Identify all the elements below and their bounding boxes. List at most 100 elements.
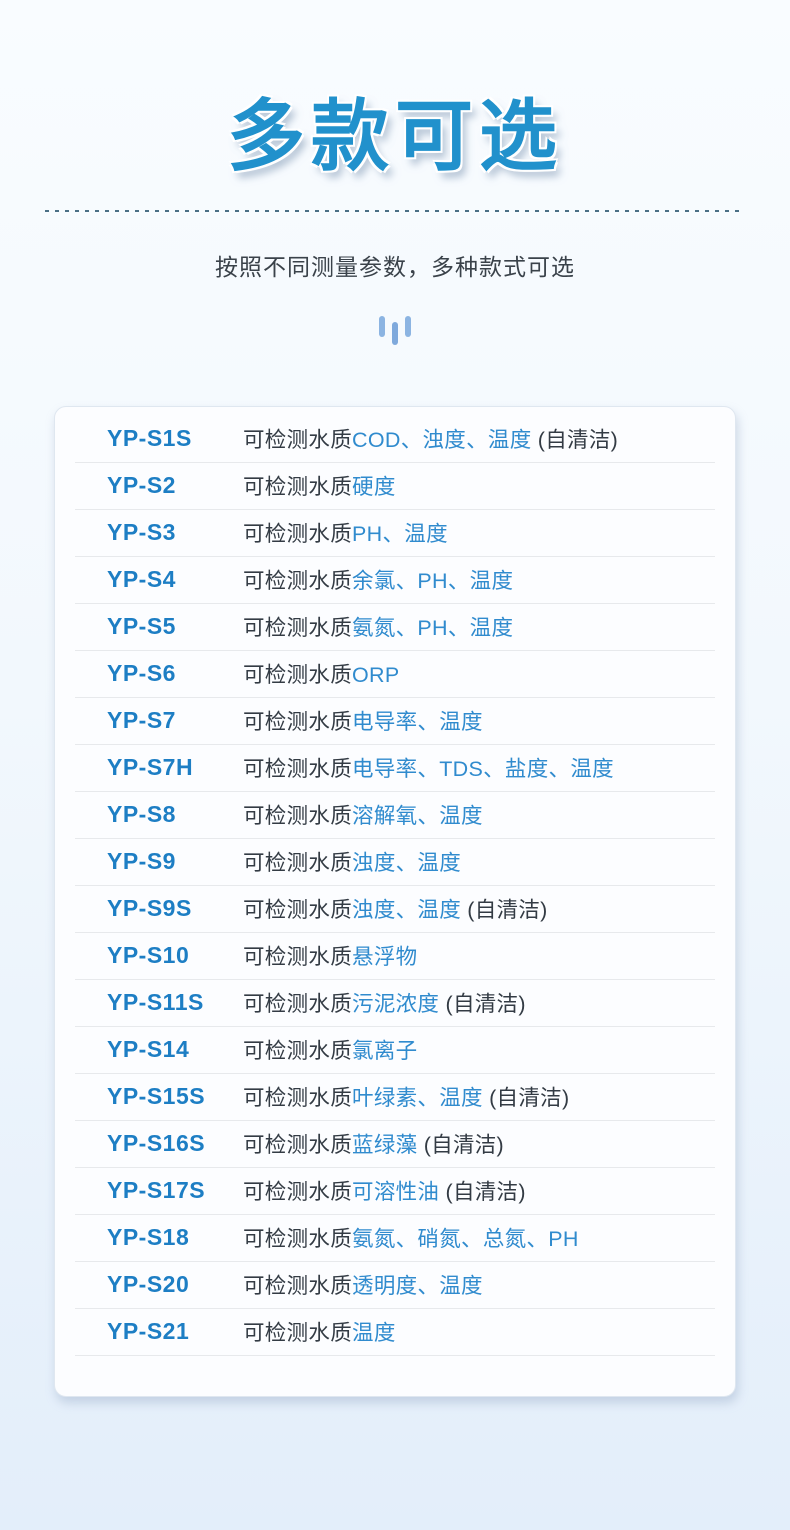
model-description: 可检测水质污泥浓度 (自清洁)	[243, 987, 526, 1018]
description-prefix: 可检测水质	[243, 851, 353, 875]
model-name: YP-S17S	[107, 1177, 206, 1203]
page-title: 多款可选	[226, 93, 563, 180]
table-row: YP-S3 可检测水质PH、温度	[75, 510, 715, 557]
model-name: YP-S11S	[107, 989, 204, 1015]
table-row: YP-S7 可检测水质电导率、温度	[75, 698, 715, 745]
model-name: YP-S3	[107, 519, 176, 545]
model-name: YP-S4	[107, 566, 176, 592]
model-name: YP-S7	[107, 707, 176, 733]
description-params: 余氯、PH、温度	[352, 569, 514, 593]
model-description: 可检测水质溶解氧、温度	[243, 799, 483, 830]
model-name: YP-S9S	[107, 895, 192, 921]
description-params: 浊度、温度	[352, 851, 462, 875]
description-params: 污泥浓度	[352, 992, 440, 1016]
model-name: YP-S6	[107, 660, 176, 686]
model-description: 可检测水质可溶性油 (自清洁)	[243, 1175, 526, 1206]
description-prefix: 可检测水质	[243, 898, 353, 922]
description-params: COD、浊度、温度	[352, 428, 532, 452]
table-row: YP-S20 可检测水质透明度、温度	[75, 1262, 715, 1309]
model-description: 可检测水质氨氮、硝氮、总氮、PH	[243, 1222, 579, 1253]
three-vertical-bars-icon	[0, 315, 790, 354]
model-name: YP-S18	[107, 1224, 190, 1250]
description-prefix: 可检测水质	[243, 710, 353, 734]
model-name: YP-S7H	[107, 754, 194, 780]
description-params: 电导率、温度	[352, 710, 483, 734]
model-table-card: YP-S1S 可检测水质COD、浊度、温度 (自清洁) YP-S2 可检测水质硬…	[54, 405, 736, 1397]
table-row: YP-S5 可检测水质氨氮、PH、温度	[75, 604, 715, 651]
description-suffix: (自清洁)	[439, 1180, 526, 1204]
model-name: YP-S20	[107, 1271, 190, 1297]
model-description: 可检测水质电导率、TDS、盐度、温度	[243, 752, 614, 783]
table-row: YP-S10 可检测水质悬浮物	[75, 933, 715, 980]
description-prefix: 可检测水质	[243, 616, 353, 640]
description-params: 氯离子	[352, 1039, 418, 1063]
model-name: YP-S9	[107, 848, 176, 874]
model-name: YP-S10	[107, 942, 190, 968]
description-prefix: 可检测水质	[243, 945, 353, 969]
model-description: 可检测水质COD、浊度、温度 (自清洁)	[243, 423, 618, 454]
model-description: 可检测水质蓝绿藻 (自清洁)	[243, 1128, 504, 1159]
model-name: YP-S2	[107, 472, 176, 498]
table-row: YP-S9 可检测水质浊度、温度	[75, 839, 715, 886]
model-description: 可检测水质PH、温度	[243, 517, 448, 548]
page-subtitle: 按照不同测量参数，多种款式可选	[215, 253, 575, 280]
description-params: 温度	[352, 1321, 396, 1345]
model-description: 可检测水质浊度、温度	[243, 846, 461, 877]
model-name: YP-S8	[107, 801, 176, 827]
description-params: 电导率、TDS、盐度、温度	[352, 757, 614, 781]
description-prefix: 可检测水质	[243, 804, 353, 828]
description-params: PH、温度	[352, 522, 448, 546]
description-params: 氨氮、硝氮、总氮、PH	[352, 1227, 579, 1251]
dashed-divider	[45, 209, 745, 212]
model-description: 可检测水质透明度、温度	[243, 1269, 483, 1300]
table-row: YP-S11S 可检测水质污泥浓度 (自清洁)	[75, 980, 715, 1027]
description-prefix: 可检测水质	[243, 1274, 353, 1298]
description-params: 透明度、温度	[352, 1274, 483, 1298]
description-prefix: 可检测水质	[243, 1039, 353, 1063]
description-params: 氨氮、PH、温度	[352, 616, 514, 640]
table-row: YP-S16S 可检测水质蓝绿藻 (自清洁)	[75, 1121, 715, 1168]
description-params: ORP	[352, 663, 400, 687]
description-prefix: 可检测水质	[243, 428, 353, 452]
model-name: YP-S1S	[107, 425, 192, 451]
description-prefix: 可检测水质	[243, 757, 353, 781]
bar-right	[405, 315, 411, 337]
model-description: 可检测水质氨氮、PH、温度	[243, 611, 513, 642]
description-params: 悬浮物	[352, 945, 418, 969]
model-name: YP-S14	[107, 1036, 190, 1062]
model-description: 可检测水质叶绿素、温度 (自清洁)	[243, 1081, 569, 1112]
table-row: YP-S2 可检测水质硬度	[75, 463, 715, 510]
description-suffix: (自清洁)	[482, 1086, 570, 1110]
description-params: 溶解氧、温度	[352, 804, 483, 828]
bar-middle	[392, 321, 398, 345]
table-row: YP-S4 可检测水质余氯、PH、温度	[75, 557, 715, 604]
model-name: YP-S5	[107, 613, 176, 639]
model-description: 可检测水质硬度	[243, 470, 396, 501]
description-prefix: 可检测水质	[243, 475, 353, 499]
model-description: 可检测水质ORP	[243, 658, 400, 689]
model-description: 可检测水质温度	[243, 1316, 396, 1347]
model-description: 可检测水质电导率、温度	[243, 705, 483, 736]
table-row: YP-S7H 可检测水质电导率、TDS、盐度、温度	[75, 745, 715, 792]
description-prefix: 可检测水质	[243, 569, 353, 593]
description-params: 蓝绿藻	[352, 1133, 418, 1157]
description-prefix: 可检测水质	[243, 522, 353, 546]
table-row: YP-S15S 可检测水质叶绿素、温度 (自清洁)	[75, 1074, 715, 1121]
description-prefix: 可检测水质	[243, 1086, 353, 1110]
description-suffix: (自清洁)	[531, 428, 619, 452]
table-row: YP-S9S 可检测水质浊度、温度 (自清洁)	[75, 886, 715, 933]
description-params: 叶绿素、温度	[352, 1086, 483, 1110]
description-prefix: 可检测水质	[243, 663, 353, 687]
model-table: YP-S1S 可检测水质COD、浊度、温度 (自清洁) YP-S2 可检测水质硬…	[55, 416, 735, 1356]
model-description: 可检测水质浊度、温度 (自清洁)	[243, 893, 548, 924]
table-row: YP-S6 可检测水质ORP	[75, 651, 715, 698]
description-suffix: (自清洁)	[439, 992, 526, 1016]
table-row: YP-S14 可检测水质氯离子	[75, 1027, 715, 1074]
description-params: 浊度、温度	[352, 898, 462, 922]
model-name: YP-S15S	[107, 1083, 206, 1109]
description-prefix: 可检测水质	[243, 1321, 353, 1345]
description-prefix: 可检测水质	[243, 1227, 353, 1251]
table-row: YP-S17S 可检测水质可溶性油 (自清洁)	[75, 1168, 715, 1215]
model-description: 可检测水质余氯、PH、温度	[243, 564, 513, 595]
model-description: 可检测水质氯离子	[243, 1034, 417, 1065]
